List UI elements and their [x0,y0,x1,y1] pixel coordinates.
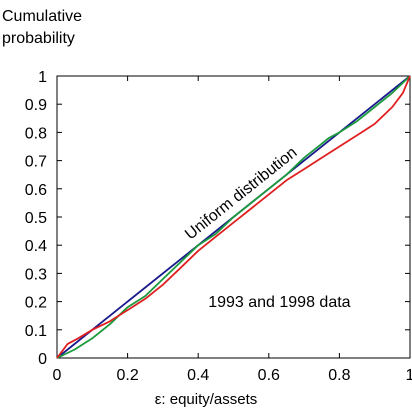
y-tick-label: 1 [38,69,47,86]
y-tick-label: 0.2 [25,295,47,312]
y-tick-label: 0.5 [25,210,47,227]
y-tick-label: 0.6 [25,182,47,199]
x-tick-label: 0.6 [258,367,280,384]
y-tick-label: 0.8 [25,125,47,142]
y-axis-label-line2: probability [2,30,75,47]
y-tick-label: 0.9 [25,97,47,114]
x-tick-label: 0 [53,367,62,384]
x-tick-label: 0.4 [187,367,209,384]
y-axis-label: Cumulative probability [2,6,82,50]
x-tick-label: 0.2 [116,367,138,384]
y-axis-label-line1: Cumulative [2,8,83,25]
x-axis-label: ε: equity/assets [154,391,258,408]
y-tick-label: 0.7 [25,154,47,171]
annotation-1: 1993 and 1998 data [208,294,350,311]
y-tick-label: 0 [38,351,47,368]
series-line-2 [56,75,411,359]
x-tick-label: 1 [406,367,412,384]
y-tick-label: 0.4 [25,238,47,255]
y-tick-label: 0.1 [25,323,47,340]
x-tick-label: 0.8 [328,367,350,384]
y-tick-label: 0.3 [25,266,47,283]
